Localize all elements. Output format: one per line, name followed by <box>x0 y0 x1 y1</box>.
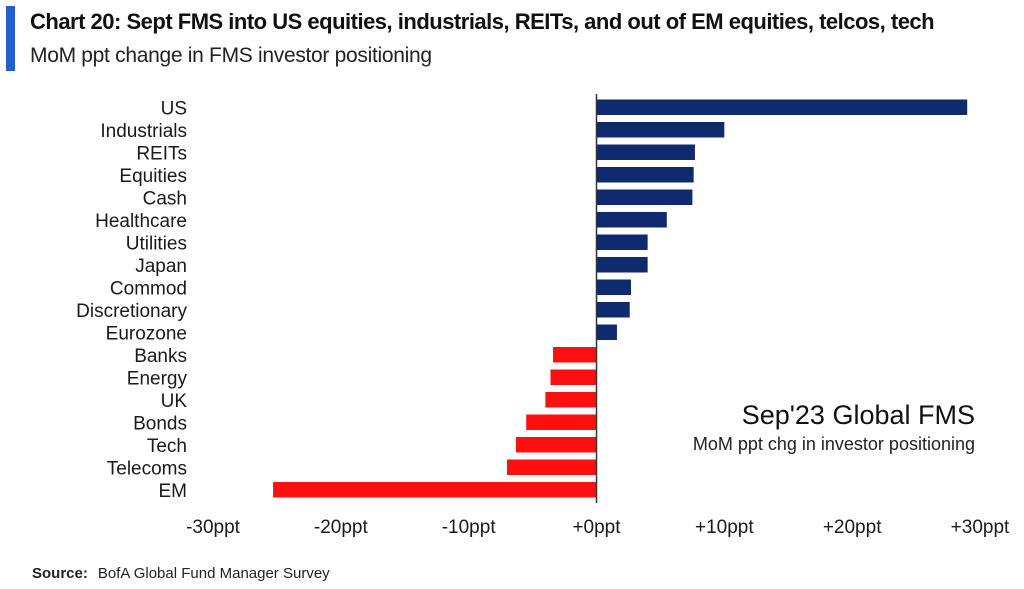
category-label: Cash <box>143 188 187 209</box>
x-tick-label: +20ppt <box>823 517 882 538</box>
category-label: Commod <box>110 278 187 299</box>
category-label: Bonds <box>133 413 187 434</box>
bar-reits <box>596 144 695 160</box>
source-note: Source: BofA Global Fund Manager Survey <box>32 565 330 582</box>
bar-tech <box>515 437 597 453</box>
category-label: Banks <box>134 346 187 367</box>
x-tick-label: +10ppt <box>695 517 754 538</box>
bar-telecoms <box>507 459 597 475</box>
bar-japan <box>596 257 648 273</box>
category-label: US <box>161 98 187 119</box>
bar-cash <box>596 189 693 205</box>
bar-chart: USIndustrialsREITsEquitiesCashHealthcare… <box>76 94 1010 538</box>
annotation-title: Sep'23 Global FMS <box>742 400 975 430</box>
category-label: REITs <box>136 143 187 164</box>
category-label: Eurozone <box>106 323 187 344</box>
bar-utilities <box>596 234 648 250</box>
bars-group <box>273 99 968 498</box>
tick-labels-group: -30ppt -20ppt -10ppt +0ppt +10ppt +20ppt +30pp… <box>186 517 1010 538</box>
x-tick-label: +0ppt <box>572 517 621 538</box>
category-label: Utilities <box>126 233 187 254</box>
bar-banks <box>553 347 597 363</box>
category-label: Equities <box>119 166 187 187</box>
bar-discretionary <box>596 302 630 318</box>
chart-title: Chart 20: Sept FMS into US equities, ind… <box>30 9 935 34</box>
x-tick-label: -10ppt <box>442 517 497 538</box>
x-tick-label: +30ppt <box>951 517 1010 538</box>
bar-industrials <box>596 122 725 138</box>
title-accent-bar <box>6 6 15 71</box>
bar-eurozone <box>596 324 617 340</box>
category-label: EM <box>159 481 188 502</box>
category-label: Industrials <box>100 121 187 142</box>
category-label: Energy <box>127 368 188 389</box>
bar-uk <box>545 392 597 408</box>
bar-us <box>596 99 968 115</box>
x-tick-label: -30ppt <box>186 517 241 538</box>
category-label: Tech <box>147 436 187 457</box>
bar-healthcare <box>596 212 667 228</box>
chart-subtitle: MoM ppt change in FMS investor positioni… <box>30 44 432 67</box>
category-label: Discretionary <box>76 301 187 322</box>
source-text: BofA Global Fund Manager Survey <box>97 565 330 582</box>
bar-equities <box>596 167 694 183</box>
bar-commod <box>596 279 632 295</box>
category-label: Telecoms <box>107 458 187 479</box>
category-label: Healthcare <box>95 211 187 232</box>
category-label: Japan <box>135 256 187 277</box>
annotation-subtitle: MoM ppt chg in investor positioning <box>693 434 975 454</box>
category-labels-group: USIndustrialsREITsEquitiesCashHealthcare… <box>76 98 187 502</box>
bar-em <box>273 482 597 498</box>
x-tick-label: -20ppt <box>314 517 369 538</box>
category-label: UK <box>161 391 188 412</box>
bar-bonds <box>526 414 597 430</box>
bar-energy <box>550 369 597 385</box>
source-label: Source: <box>32 565 88 582</box>
